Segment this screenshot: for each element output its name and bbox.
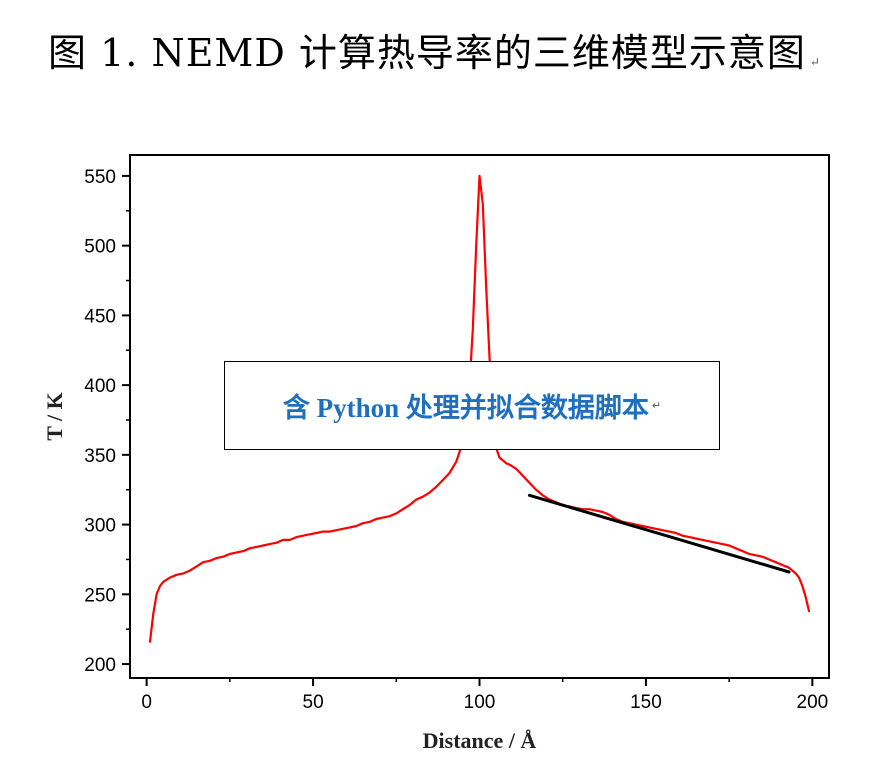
x-tick-label-100: 100 <box>464 692 496 713</box>
plot-area: 0 50 100 150 200 200 250 300 350 400 450 500 550 <box>84 154 830 713</box>
x-tick-label-0: 0 <box>141 692 152 713</box>
y-tick-label-500: 500 <box>84 237 116 258</box>
figure-title: 图 1. NEMD 计算热导率的三维模型示意图 ↵ <box>0 22 869 77</box>
overlay-label-box: 含 Python 处理并拟合数据脚本 ↵ <box>224 361 720 450</box>
y-tick-label-550: 550 <box>84 167 116 188</box>
y-axis-title: T / K <box>42 392 67 441</box>
paragraph-mark-icon: ↵ <box>809 55 821 69</box>
paragraph-mark-icon-2: ↵ <box>651 399 662 412</box>
series-temperature-line <box>148 174 811 643</box>
figure-title-text: 图 1. NEMD 计算热导率的三维模型示意图 <box>48 31 806 75</box>
y-tick-label-400: 400 <box>84 376 116 397</box>
series-fit-line <box>527 493 791 574</box>
overlay-label-text: 含 Python 处理并拟合数据脚本 <box>282 393 649 423</box>
x-tick-label-50: 50 <box>303 692 324 713</box>
y-tick-label-450: 450 <box>84 306 116 327</box>
x-tick-label-150: 150 <box>630 692 662 713</box>
y-tick-label-300: 300 <box>84 516 116 537</box>
y-tick-label-250: 250 <box>84 585 116 606</box>
x-tick-label-200: 200 <box>797 692 829 713</box>
y-tick-label-350: 350 <box>84 446 116 467</box>
x-axis-title: Distance / Å <box>423 728 537 753</box>
y-tick-label-200: 200 <box>84 655 116 676</box>
